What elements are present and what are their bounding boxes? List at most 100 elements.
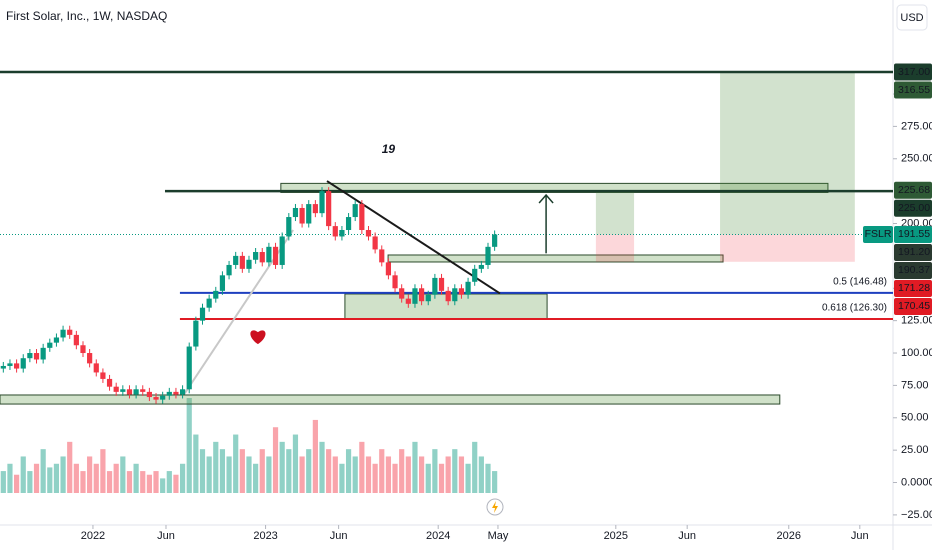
symbol-label: FSLR [865,228,892,240]
volume-bar [458,456,465,493]
volume-bar [259,449,265,493]
candle-body [425,294,431,302]
y-tick-label: 250.00 [901,153,932,165]
price-badge-label: 171.28 [898,282,930,294]
x-tick-label: 2023 [253,530,277,542]
candle-body [33,353,40,360]
volume-bar [326,449,332,493]
volume-bar [319,441,325,493]
x-tick-label: 2022 [81,530,105,542]
x-tick-label: 2026 [777,530,801,542]
candle-body [113,386,119,392]
candle-body [272,246,279,265]
candle-body [246,259,252,269]
candle-body [153,397,159,400]
zone [0,394,781,405]
volume-bar [292,434,299,493]
volume-bar [412,441,418,493]
candle-body [485,246,491,265]
volume-bar [27,471,33,493]
zone [280,182,829,193]
candle-body [292,207,299,218]
candle-body [452,288,458,302]
volume-bar [67,441,73,493]
price-badge-label: 191.20 [898,246,930,258]
volume-bar [425,463,431,493]
heart [250,330,266,345]
volume-bar [286,449,292,493]
y-tick-label: 0.0000 [901,476,932,488]
volume-bar [199,449,206,493]
volume-bar [166,471,172,493]
price-badge-label: 316.55 [898,84,930,96]
volume-bar [399,449,405,493]
price-badge [894,81,932,99]
candle-body [332,226,338,237]
volume-bar [120,456,126,493]
candle-body [53,337,60,343]
volume-bar [73,463,79,493]
candle-body [7,363,13,366]
volume-bar [492,471,498,493]
candle-body [233,255,239,265]
candle-body [392,275,398,289]
candle-body [359,204,365,230]
volume-bar [246,456,252,493]
position-target [720,72,855,235]
price-badge [894,297,932,315]
volume-bar [233,434,239,493]
volume-bar [60,456,66,493]
x-tick-label: May [488,530,509,542]
position-stop [720,234,855,262]
candle-body [286,217,292,237]
volume-bar [339,463,345,493]
fib-label: 0.5 (146.48) [833,276,887,287]
candle-body [206,298,212,308]
x-tick-label: Jun [678,530,696,542]
volume-bar [239,449,245,493]
candle-body [412,288,418,304]
price-badge [894,243,932,261]
candle-body [339,229,345,237]
volume-bar [312,419,318,493]
plot: 0.5 (146.48) 0.618 (126.30) 19 [0,70,893,493]
volume-bar [279,441,285,493]
currency-label: USD [900,12,923,24]
price-badge-label: 225.00 [898,202,930,214]
volume-bar [306,449,312,493]
volume-bar [365,456,372,493]
volume-bar [153,471,159,493]
volume-bar [419,456,425,493]
volume-bar [213,441,219,493]
candle-body [365,229,372,237]
candle-body [47,342,53,348]
y-tick-label: 75.00 [901,379,929,391]
volume-bar [392,463,398,493]
price-badge-label: 225.68 [898,184,930,196]
candle-body [40,347,46,360]
candle-body [179,389,186,395]
y-tick-label: 25.00 [901,444,929,456]
note: 19 [382,142,396,156]
currency-button[interactable] [896,4,928,31]
candle-body [146,391,152,398]
price-badge [894,199,932,217]
x-tick-label: 2025 [604,530,628,542]
candle-body [160,395,166,400]
candle-body [106,378,113,387]
candle-body [20,358,26,369]
volume-bar [106,471,113,493]
volume-bar [87,456,93,493]
candle-body [472,268,478,282]
price-badge [894,279,932,297]
volume-bar [160,478,166,493]
candle-body [0,365,6,369]
candle-body [27,353,33,359]
candle-body [120,389,126,392]
candle-body [199,307,206,321]
price-badge [894,63,932,81]
volume-bar [133,463,139,493]
volume-bar [80,471,86,493]
candle-body [385,262,392,276]
